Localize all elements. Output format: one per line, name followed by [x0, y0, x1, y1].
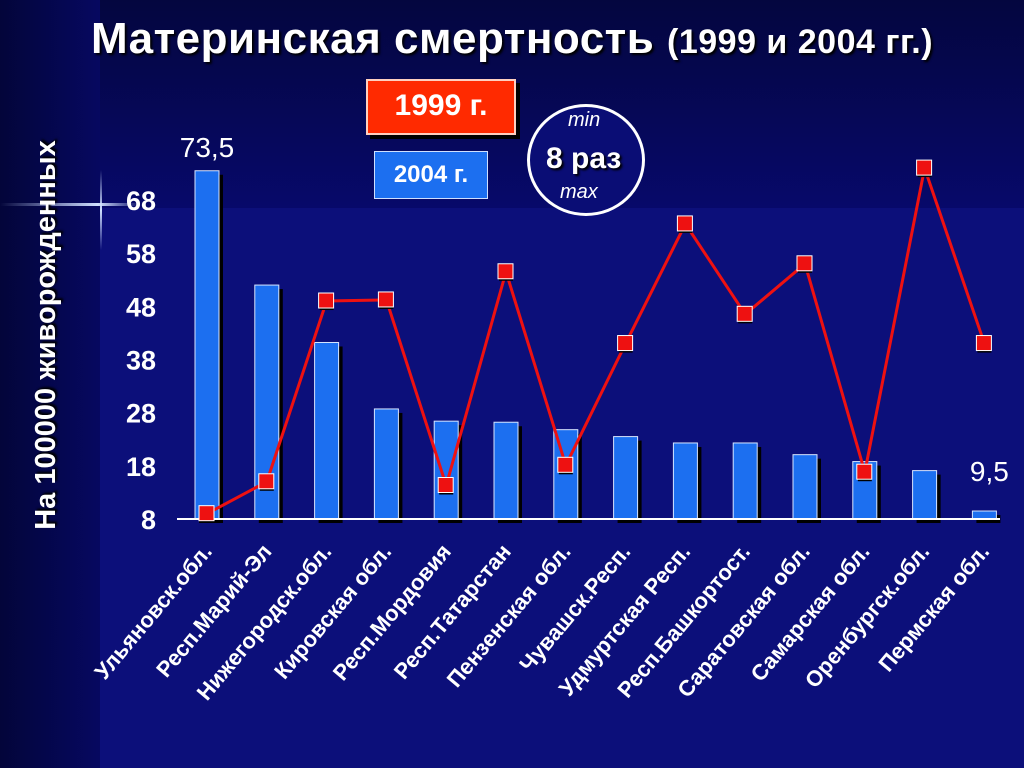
category-label: Пермская обл. — [873, 539, 994, 676]
data-label: 73,5 — [180, 132, 235, 163]
bar-2004 — [373, 408, 399, 520]
bar-2004 — [672, 442, 698, 520]
y-tick-label: 38 — [126, 346, 156, 376]
y-tick-label: 18 — [126, 452, 156, 482]
point-1999 — [676, 215, 693, 232]
bar-2004 — [194, 170, 220, 520]
bar-2004 — [613, 436, 639, 520]
chart-title-years: (1999 и 2004 гг.) — [667, 23, 934, 61]
y-tick-label: 58 — [126, 239, 156, 269]
decorative-glow-line-vertical — [100, 170, 102, 250]
point-1999 — [497, 263, 514, 280]
line-1999 — [198, 159, 992, 523]
y-tick-label: 8 — [141, 505, 156, 535]
y-tick-label: 68 — [126, 186, 156, 216]
legend-1999: 1999 г. — [366, 79, 516, 135]
y-tick-label: 48 — [126, 292, 156, 322]
bar-2004 — [493, 421, 519, 520]
bar-2004 — [912, 470, 938, 520]
point-1999 — [975, 335, 992, 352]
bar-2004 — [433, 420, 459, 520]
bar-2004 — [792, 454, 818, 520]
ratio-value: 8 раз — [546, 142, 622, 175]
point-1999 — [437, 477, 454, 494]
point-1999 — [557, 456, 574, 473]
point-1999 — [856, 463, 873, 480]
point-1999 — [318, 292, 335, 309]
data-label: 9,5 — [970, 456, 1009, 487]
background-left-band — [0, 0, 100, 768]
legend-2004: 2004 г. — [374, 151, 488, 199]
point-1999 — [736, 305, 753, 322]
chart-title: Материнская смертность (1999 и 2004 гг.) — [0, 14, 1024, 64]
data-labels: 73,5 9,5 — [180, 132, 1009, 487]
point-1999 — [916, 159, 933, 176]
bar-2004 — [553, 429, 579, 520]
point-1999 — [796, 255, 813, 272]
bar-2004 — [732, 442, 758, 520]
chart-title-main: Материнская смертность — [90, 14, 655, 63]
bars-2004 — [194, 170, 1001, 523]
point-1999 — [258, 473, 275, 490]
ratio-min-label: min — [568, 109, 601, 131]
bar-2004 — [971, 510, 997, 520]
point-1999 — [377, 291, 394, 308]
y-tick-label: 28 — [126, 399, 156, 429]
point-1999 — [617, 335, 634, 352]
category-labels: Ульяновск.обл.Респ.Марий-ЭлНижегородск.о… — [90, 539, 995, 705]
line-1999-path — [206, 162, 986, 516]
ratio-max-label: max — [560, 181, 598, 203]
bar-2004 — [314, 341, 340, 520]
y-axis-ticks: 8 18 28 38 48 58 68 — [126, 186, 156, 535]
point-1999 — [198, 505, 215, 522]
ratio-badge: min 8 раз max — [527, 104, 645, 216]
decorative-glow-line — [0, 203, 140, 206]
